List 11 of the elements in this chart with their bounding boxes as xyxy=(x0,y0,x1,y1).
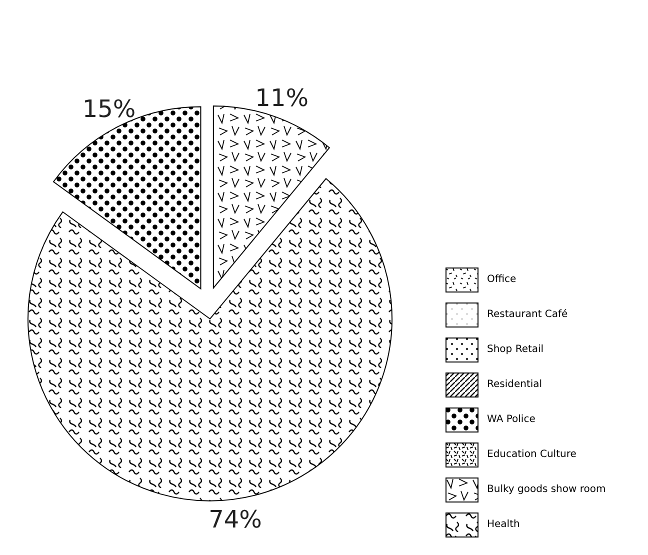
data-label: 15% xyxy=(82,94,136,123)
legend-label: Restaurant Café xyxy=(487,309,568,320)
data-label: 74% xyxy=(208,505,262,534)
legend-label: Health xyxy=(487,519,520,530)
legend-label: Residential xyxy=(487,379,542,390)
legend-label: Shop Retail xyxy=(487,344,544,355)
legend-label: Office xyxy=(487,274,516,285)
legend-label: WA Police xyxy=(487,414,536,425)
legend-label: Education Culture xyxy=(487,449,576,460)
data-label: 11% xyxy=(255,84,309,112)
legend-label: Bulky goods show room xyxy=(487,484,606,495)
